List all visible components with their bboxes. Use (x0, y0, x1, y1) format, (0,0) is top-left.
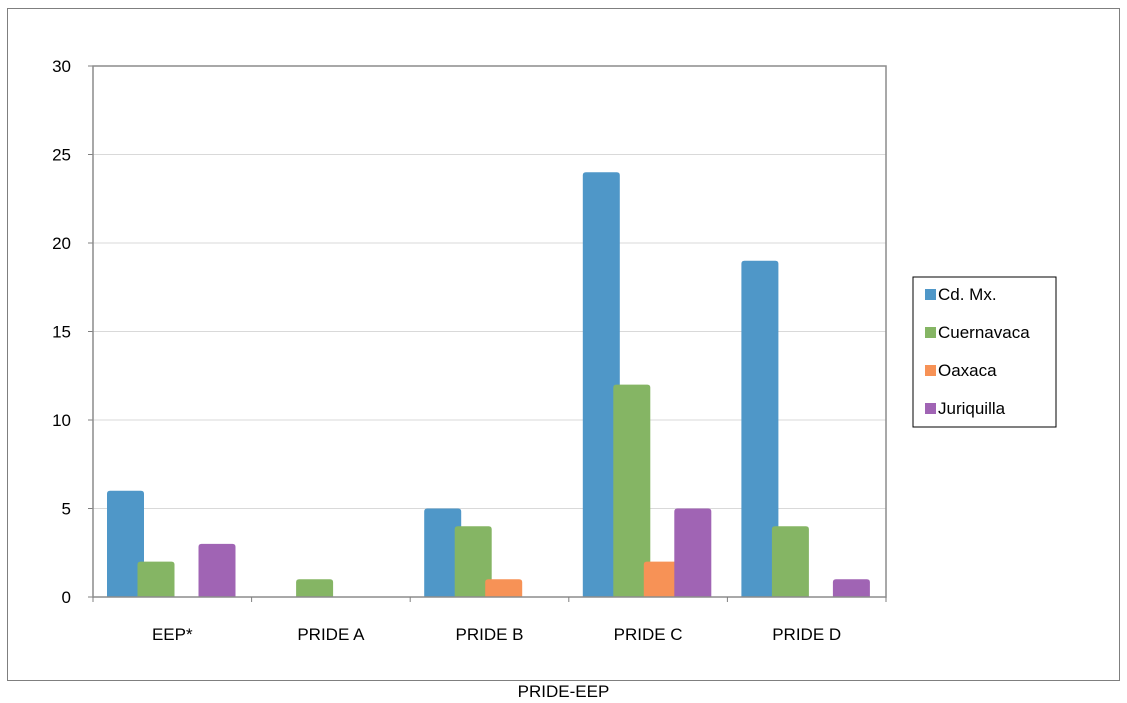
plot-area-border (92, 65, 887, 598)
legend-label: Juriquilla (938, 399, 1006, 418)
x-tick-label: PRIDE C (614, 625, 683, 644)
legend-swatch (925, 365, 936, 376)
legend-swatch (925, 327, 936, 338)
y-tick-label: 0 (62, 588, 71, 607)
y-tick-label: 30 (52, 57, 71, 76)
chart-frame (7, 8, 1120, 681)
legend-swatch (925, 403, 936, 414)
y-tick-label: 20 (52, 234, 71, 253)
bar-juriquilla-pride-d (832, 579, 870, 597)
bar-cd-mx--pride-d (741, 260, 779, 597)
x-axis-title: PRIDE-EEP (517, 682, 610, 701)
legend-label: Cuernavaca (938, 323, 1030, 342)
bar-cuernavaca-pride-b (454, 526, 492, 597)
x-tick-label: PRIDE A (297, 625, 365, 644)
y-tick-label: 15 (52, 323, 71, 342)
bar-cd-mx--pride-c (582, 172, 620, 597)
x-tick-labels: EEP* PRIDE A PRIDE B PRIDE C PRIDE D (152, 625, 841, 644)
x-tick-label: EEP* (152, 625, 193, 644)
bar-juriquilla-eep- (198, 543, 236, 597)
y-tick-label: 25 (52, 146, 71, 165)
bar-cuernavaca-pride-c (613, 384, 651, 597)
legend-box (912, 276, 1057, 428)
legend-swatch (925, 289, 936, 300)
y-tick-label: 10 (52, 411, 71, 430)
bar-cuernavaca-pride-d (771, 526, 809, 597)
legend-label: Oaxaca (938, 361, 997, 380)
bar-oaxaca-pride-b (485, 579, 523, 597)
bar-juriquilla-pride-c (674, 508, 712, 597)
bars (107, 172, 870, 597)
y-tick-label: 5 (62, 500, 71, 519)
bar-cuernavaca-eep- (137, 561, 175, 597)
bar-cd-mx--eep- (107, 490, 144, 597)
bar-cuernavaca-pride-a (296, 579, 334, 597)
bar-cd-mx--pride-b (424, 508, 462, 597)
axes (88, 65, 887, 602)
legend-label: Cd. Mx. (938, 285, 997, 304)
legend: Cd. Mx. Cuernavaca Oaxaca Juriquilla (912, 276, 1057, 428)
y-tick-labels: 0 5 10 15 20 25 30 (52, 57, 71, 607)
bar-oaxaca-pride-c (643, 561, 681, 597)
x-tick-label: PRIDE B (455, 625, 523, 644)
x-tick-label: PRIDE D (772, 625, 841, 644)
